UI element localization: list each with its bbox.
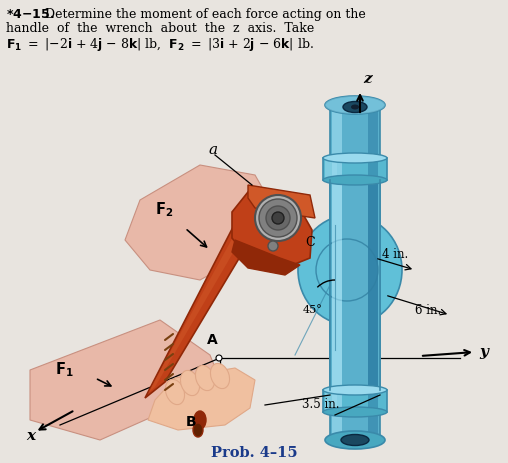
Polygon shape — [148, 202, 259, 393]
Text: handle  of  the  wrench  about  the  z  axis.  Take: handle of the wrench about the z axis. T… — [6, 22, 314, 35]
Polygon shape — [30, 320, 220, 440]
Ellipse shape — [193, 423, 203, 437]
Ellipse shape — [323, 407, 387, 417]
Ellipse shape — [216, 355, 222, 361]
Polygon shape — [248, 185, 315, 218]
Bar — [325, 390, 337, 412]
Ellipse shape — [194, 411, 206, 429]
Bar — [323, 158, 387, 180]
Bar — [323, 390, 387, 412]
Ellipse shape — [325, 96, 385, 114]
Polygon shape — [148, 368, 255, 430]
Ellipse shape — [166, 379, 184, 405]
Bar — [330, 180, 380, 390]
Text: $\bf{F_1}$ $=$ $\vert$$-$2$\bf{i}$ $+$ 4$\bf{j}$ $-$ 8$\bf{k}$$\vert$ lb,  $\bf{: $\bf{F_1}$ $=$ $\vert$$-$2$\bf{i}$ $+$ 4… — [6, 36, 314, 53]
Text: $\bf{A}$: $\bf{A}$ — [206, 333, 218, 347]
Text: x: x — [26, 429, 35, 443]
Bar — [368, 105, 378, 440]
Polygon shape — [232, 192, 312, 268]
Ellipse shape — [196, 365, 214, 391]
Ellipse shape — [343, 101, 367, 113]
Text: Prob. 4–15: Prob. 4–15 — [211, 446, 297, 460]
Ellipse shape — [255, 195, 301, 241]
Text: 3.5 in.: 3.5 in. — [302, 399, 339, 412]
Ellipse shape — [323, 175, 387, 185]
Ellipse shape — [259, 199, 297, 237]
Bar — [368, 180, 378, 390]
Bar — [332, 105, 342, 440]
Text: 4 in.: 4 in. — [382, 249, 408, 262]
Text: $\bf{F_1}$: $\bf{F_1}$ — [55, 361, 74, 379]
Text: C: C — [305, 236, 314, 249]
Text: $\bf{F_2}$: $\bf{F_2}$ — [155, 200, 173, 219]
Text: y: y — [479, 345, 488, 359]
Text: 6 in.: 6 in. — [415, 304, 441, 317]
Ellipse shape — [298, 215, 402, 325]
Text: Determine the moment of each force acting on the: Determine the moment of each force actin… — [45, 8, 366, 21]
Polygon shape — [145, 198, 268, 398]
Ellipse shape — [325, 431, 385, 449]
Polygon shape — [125, 165, 275, 280]
Ellipse shape — [323, 153, 387, 163]
Text: 45°: 45° — [303, 305, 323, 315]
Text: $\bf{*4{-}15.}$: $\bf{*4{-}15.}$ — [6, 8, 54, 21]
Text: z: z — [363, 72, 372, 86]
Bar — [332, 180, 342, 390]
Ellipse shape — [341, 434, 369, 445]
Ellipse shape — [268, 241, 278, 251]
Ellipse shape — [180, 370, 200, 395]
Bar — [330, 105, 380, 440]
Polygon shape — [232, 240, 300, 275]
Ellipse shape — [210, 363, 230, 388]
Ellipse shape — [266, 206, 290, 230]
Bar — [325, 158, 337, 180]
Text: a: a — [208, 143, 217, 157]
Ellipse shape — [272, 212, 284, 224]
Ellipse shape — [351, 105, 359, 110]
Ellipse shape — [325, 96, 385, 114]
Text: $\bf{B}$: $\bf{B}$ — [185, 415, 197, 429]
Ellipse shape — [323, 385, 387, 395]
